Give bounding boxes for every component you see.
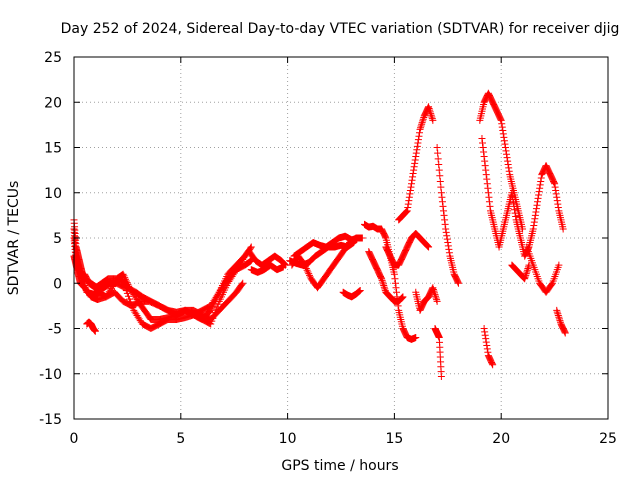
data-point-markers bbox=[83, 318, 99, 335]
series-t11 bbox=[360, 220, 420, 343]
y-tick-label: 0 bbox=[53, 276, 62, 292]
data-point-markers bbox=[433, 144, 462, 287]
data-point-markers bbox=[360, 220, 420, 343]
y-tick-label: 15 bbox=[44, 141, 62, 157]
y-tick-label: -5 bbox=[48, 322, 62, 338]
data-point-markers bbox=[382, 229, 433, 269]
series-t10 bbox=[339, 286, 364, 301]
data-point-markers bbox=[286, 239, 358, 269]
series-t21 bbox=[508, 261, 533, 283]
y-tick-label: -15 bbox=[39, 412, 62, 428]
series-t13 bbox=[382, 229, 433, 269]
series-t20 bbox=[480, 325, 497, 369]
x-axis-label: GPS time / hours bbox=[281, 458, 398, 474]
data-point-markers bbox=[247, 261, 287, 276]
series-t9 bbox=[286, 239, 358, 269]
data-point-markers bbox=[523, 243, 563, 296]
x-tick-label: 0 bbox=[70, 431, 79, 447]
x-tick-label: 20 bbox=[492, 431, 510, 447]
axis-ticks bbox=[73, 56, 609, 420]
x-tick-label: 10 bbox=[279, 431, 297, 447]
chart-title: Day 252 of 2024, Sidereal Day-to-day VTE… bbox=[61, 21, 620, 37]
y-tick-label: 25 bbox=[44, 50, 62, 66]
data-point-markers bbox=[339, 286, 364, 301]
series-t12 bbox=[365, 248, 407, 305]
x-tick-label: 25 bbox=[599, 431, 617, 447]
series-t15 bbox=[412, 284, 441, 314]
x-tick-label: 15 bbox=[385, 431, 403, 447]
series-t22 bbox=[523, 243, 563, 296]
data-point-markers bbox=[476, 89, 527, 233]
data-point-markers bbox=[365, 248, 407, 305]
series-t6 bbox=[247, 261, 287, 276]
data-point-markers bbox=[508, 261, 533, 283]
series-t23 bbox=[553, 306, 569, 337]
y-tick-label: 10 bbox=[44, 186, 62, 202]
data-point-markers bbox=[395, 103, 437, 224]
y-axis-label: SDTVAR / TECUs bbox=[6, 181, 22, 296]
series-t5 bbox=[245, 248, 289, 269]
data-point-markers bbox=[553, 306, 569, 337]
data-point-markers bbox=[412, 284, 441, 314]
y-tick-label: -10 bbox=[39, 367, 62, 383]
data-point-markers bbox=[480, 325, 497, 369]
series-t18 bbox=[476, 89, 527, 233]
series-t4 bbox=[83, 318, 99, 335]
data-point-markers bbox=[245, 248, 289, 269]
tick-labels: 0 5 10 15 20 25 -15 -10 -5 0 5 10 15 20 25 bbox=[39, 50, 617, 447]
y-tick-label: 20 bbox=[44, 95, 62, 111]
data-point-markers bbox=[431, 325, 445, 380]
y-tick-label: 5 bbox=[53, 231, 62, 247]
series-t14 bbox=[395, 103, 437, 224]
series-t17 bbox=[433, 144, 462, 287]
x-tick-label: 5 bbox=[176, 431, 185, 447]
series-t16 bbox=[431, 325, 445, 380]
